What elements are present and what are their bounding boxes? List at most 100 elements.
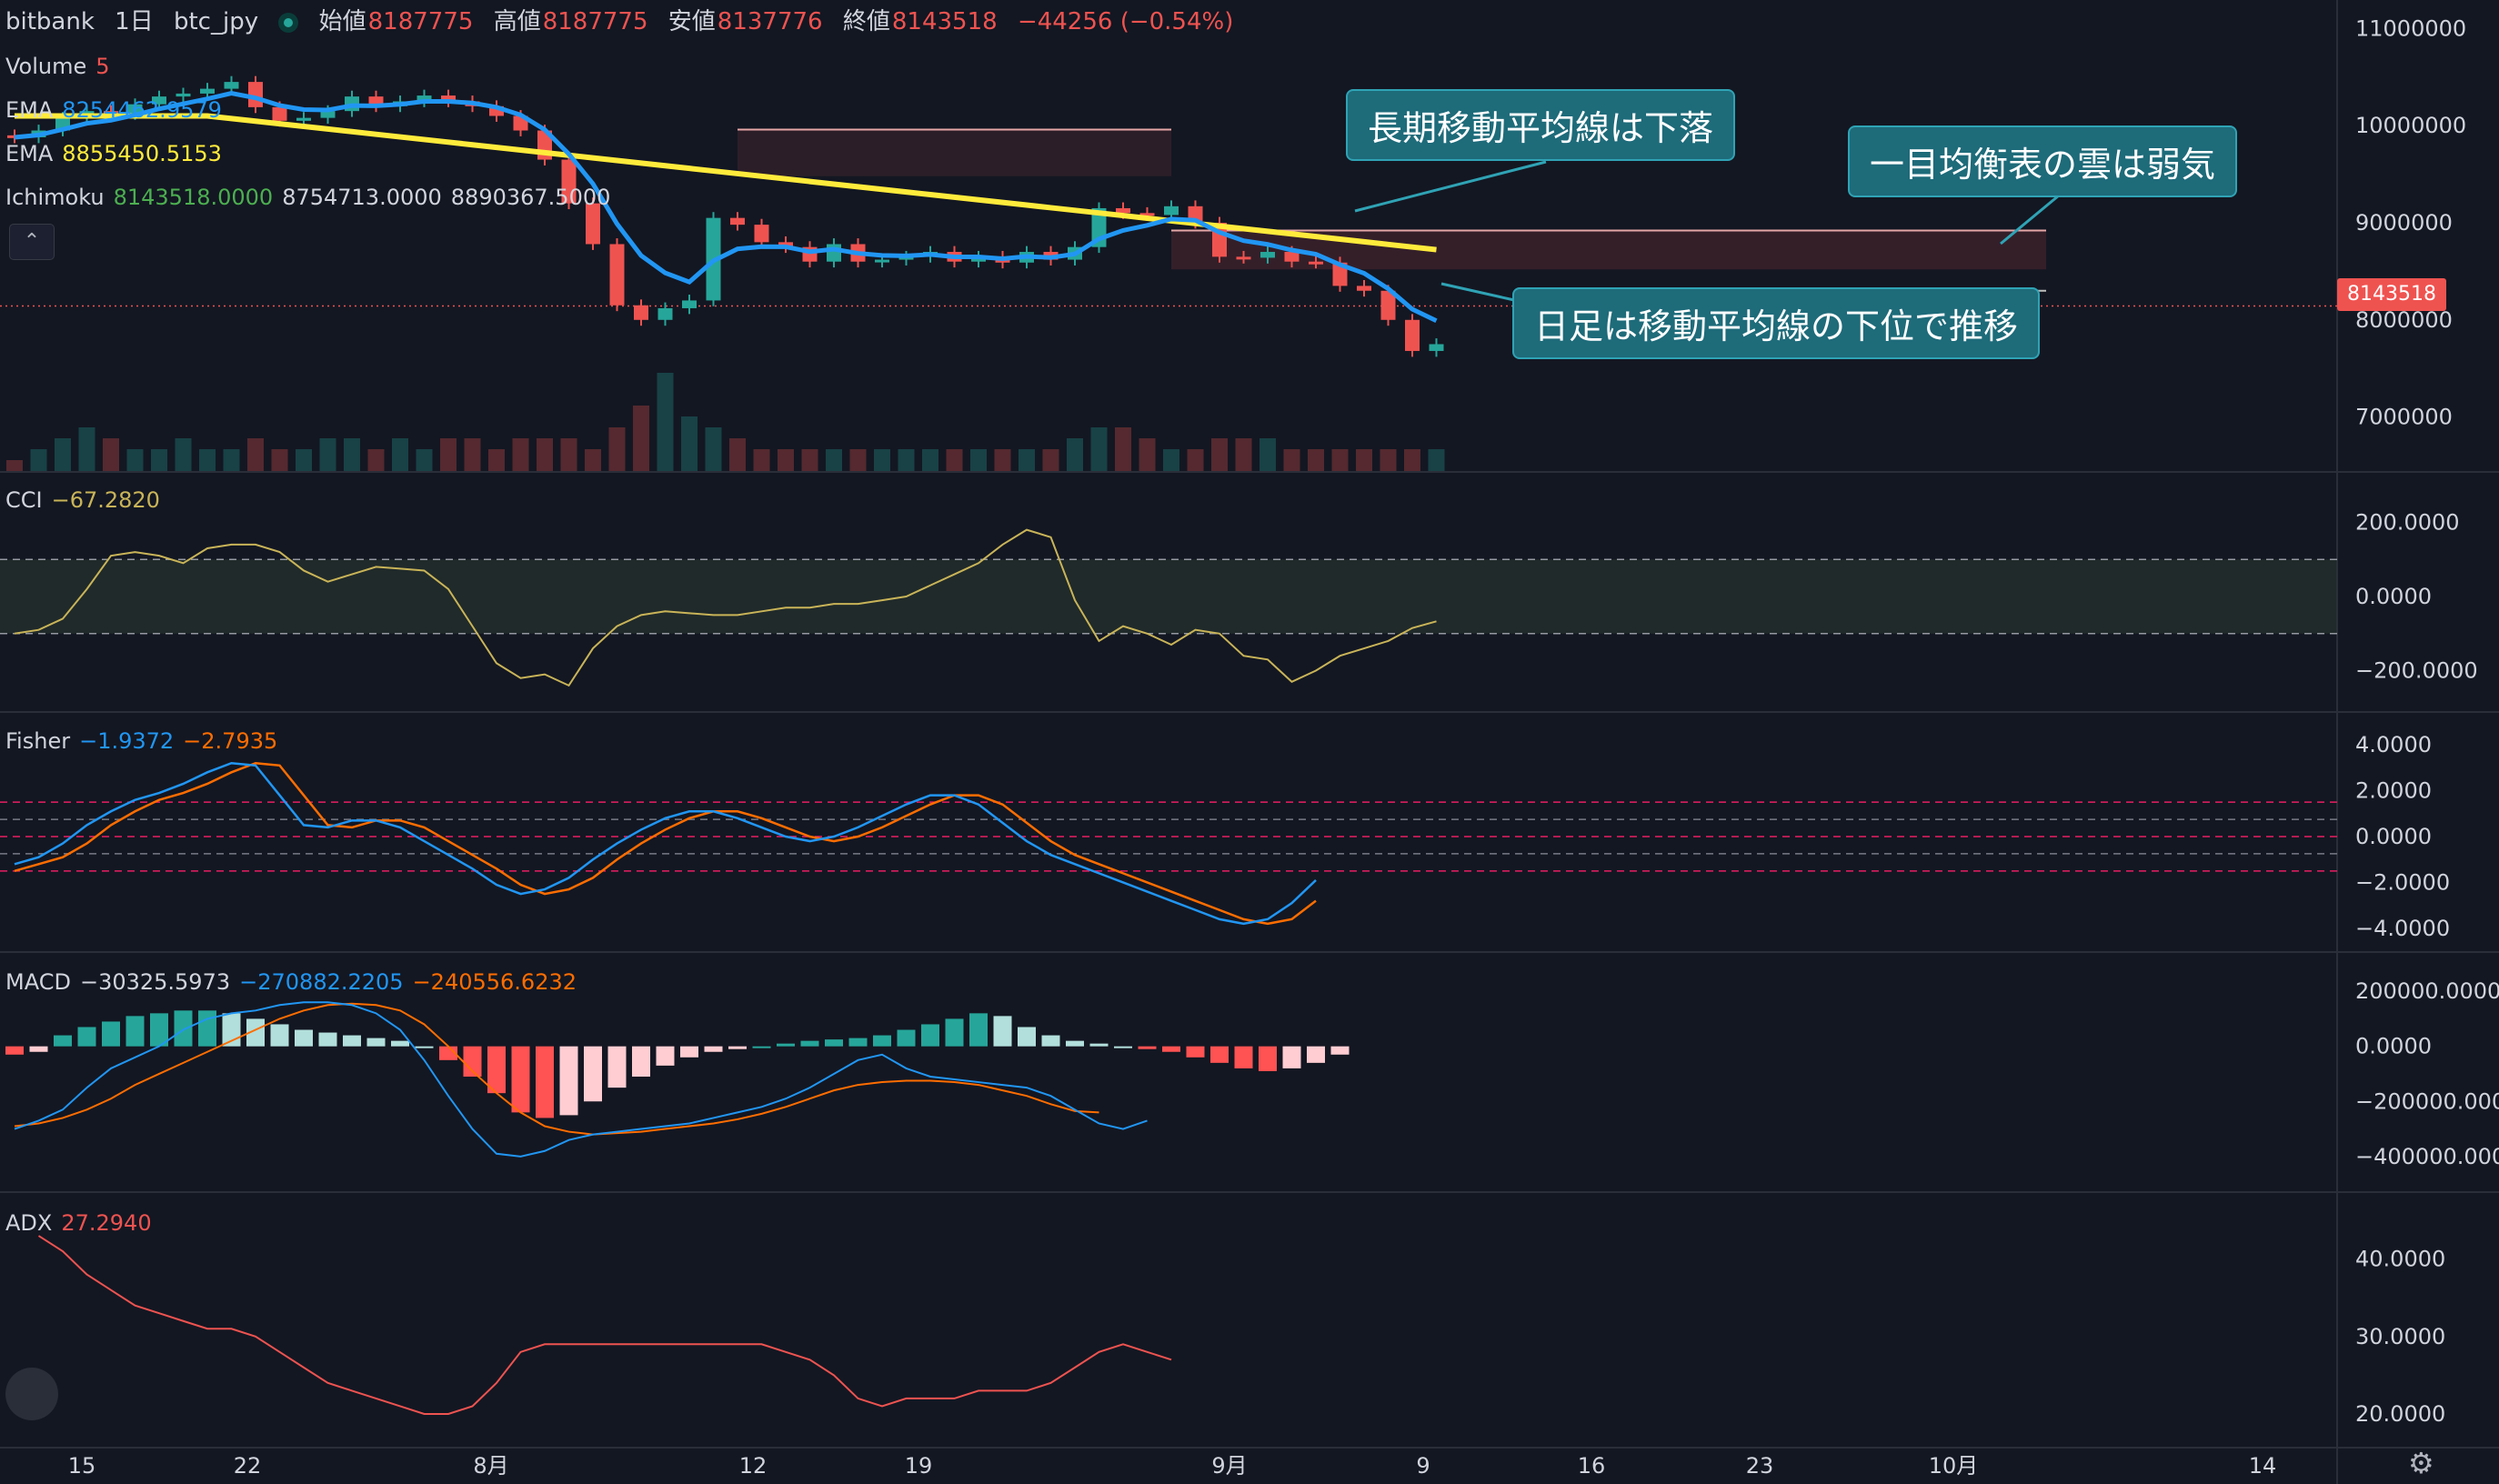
macd-histogram-bar <box>102 1021 120 1047</box>
adx-tick-label: 40.0000 <box>2355 1247 2445 1272</box>
volume-bar <box>1019 449 1035 471</box>
volume-bar <box>271 449 288 471</box>
time-tick-label: 16 <box>1578 1453 1606 1479</box>
fisher-tick-label: 4.0000 <box>2355 732 2432 757</box>
macd-histogram-bar <box>1041 1035 1060 1047</box>
candle-body <box>561 159 577 204</box>
candle-body <box>296 117 311 121</box>
macd-histogram-bar <box>1018 1027 1036 1047</box>
adx-tick-label: 20.0000 <box>2355 1401 2445 1427</box>
tradingview-logo-icon[interactable] <box>5 1368 58 1420</box>
time-tick-label: 22 <box>234 1453 262 1479</box>
volume-bar <box>6 460 23 471</box>
symbol-label[interactable]: btc_jpy <box>173 8 259 35</box>
candle-body <box>827 244 841 262</box>
macd-histogram-bar <box>607 1046 627 1088</box>
ema-long-legend[interactable]: EMA 8855450.5153 <box>5 140 231 167</box>
candle-body <box>104 111 118 115</box>
candle-body <box>127 104 143 115</box>
fisher-legend[interactable]: Fisher −1.9372 −2.7935 <box>5 727 286 755</box>
fisher-v1: −1.9372 <box>79 728 175 754</box>
volume-bar <box>1283 449 1300 471</box>
macd-histogram-bar <box>728 1046 747 1049</box>
time-tick-label: 9月 <box>1211 1453 1247 1479</box>
volume-legend[interactable]: Volume 5 <box>5 53 119 80</box>
callout-pointer-cloud <box>2000 189 2065 246</box>
macd-histogram-bar <box>584 1046 602 1102</box>
volume-bar <box>1042 449 1059 471</box>
adx-legend[interactable]: ADX 27.2940 <box>5 1209 161 1237</box>
volume-bar <box>367 449 385 471</box>
adx-line <box>37 1235 1172 1415</box>
interval-label[interactable]: 1日 <box>115 8 154 35</box>
ichimoku-v2: 8754713.0000 <box>282 185 442 210</box>
fisher-tick-label: 2.0000 <box>2355 778 2432 804</box>
close-value: 8143518 <box>891 8 998 35</box>
candle-body <box>248 82 263 107</box>
candle-body <box>1405 319 1420 351</box>
volume-bar <box>1235 438 1252 471</box>
volume-bar <box>103 438 119 471</box>
callout-daily: 日足は移動平均線の下位で推移 <box>1512 287 2041 359</box>
volume-bar <box>1331 449 1349 471</box>
macd-histogram-bar <box>559 1046 578 1116</box>
cci-tick-label: 200.0000 <box>2355 509 2460 535</box>
candle-body <box>1380 290 1396 320</box>
volume-bar <box>247 438 264 471</box>
macd-histogram-bar <box>536 1046 554 1118</box>
volume-bar <box>416 449 433 471</box>
ichimoku-legend[interactable]: Ichimoku 8143518.0000 8754713.0000 8890367.… <box>5 184 619 211</box>
price-tick-label: 8000000 <box>2355 307 2453 333</box>
volume-bar <box>1260 438 1276 471</box>
volume-value: 5 <box>95 54 110 79</box>
ichimoku-name: Ichimoku <box>5 185 105 210</box>
open-value: 8187775 <box>367 8 474 35</box>
candle-body <box>875 259 889 263</box>
volume-bar <box>994 449 1011 471</box>
ema-short-legend[interactable]: EMA 8254462.9579 <box>5 96 231 124</box>
volume-bar <box>560 438 577 471</box>
macd-histogram-bar <box>1259 1046 1277 1071</box>
macd-histogram-bar <box>777 1043 795 1047</box>
macd-histogram-bar <box>1089 1043 1109 1047</box>
macd-name: MACD <box>5 969 71 995</box>
macd-histogram-bar <box>1234 1046 1253 1068</box>
macd-histogram-bar <box>969 1013 988 1047</box>
macd-histogram-bar <box>680 1046 698 1058</box>
macd-histogram-bar <box>343 1035 361 1047</box>
callout-cloud: 一目均衡表の雲は弱気 <box>1848 125 2238 197</box>
cci-line <box>14 528 1437 687</box>
volume-bar <box>970 449 987 471</box>
candle-body <box>586 203 600 245</box>
macd-histogram-bar <box>1186 1046 1205 1058</box>
macd-line <box>14 1001 1148 1158</box>
volume-bar <box>681 416 698 471</box>
volume-bar <box>440 438 457 471</box>
candle-body <box>1116 207 1130 214</box>
callout-long-ma: 長期移動平均線は下落 <box>1346 89 1736 161</box>
macd-histogram-bar <box>5 1046 24 1055</box>
ichimoku-cloud-region <box>738 129 1171 176</box>
volume-bar <box>608 427 626 471</box>
volume-bar <box>801 449 818 471</box>
macd-legend[interactable]: MACD −30325.5973 −270882.2205 −240556.6232 <box>5 968 586 996</box>
fisher-tick-label: −2.0000 <box>2355 869 2450 895</box>
macd-v3: −240556.6232 <box>412 969 577 995</box>
volume-bar <box>537 438 553 471</box>
ichimoku-v1: 8143518.0000 <box>113 185 274 210</box>
high-label: 高値 <box>493 8 541 35</box>
cci-legend[interactable]: CCI −67.2820 <box>5 486 169 514</box>
volume-bar <box>151 449 167 471</box>
macd-histogram-bar <box>1162 1046 1180 1052</box>
macd-histogram-bar <box>463 1046 482 1077</box>
volume-bar <box>1380 449 1397 471</box>
cci-band <box>0 559 2337 634</box>
macd-histogram-bar <box>825 1039 843 1047</box>
high-value: 8187775 <box>542 8 648 35</box>
settings-gear-icon[interactable]: ⚙ <box>2408 1446 2434 1480</box>
fisher-tick-label: 0.0000 <box>2355 824 2432 849</box>
candle-body <box>1332 262 1348 286</box>
macd-histogram-bar <box>150 1013 168 1047</box>
collapse-legend-button[interactable]: ⌃ <box>9 224 55 260</box>
